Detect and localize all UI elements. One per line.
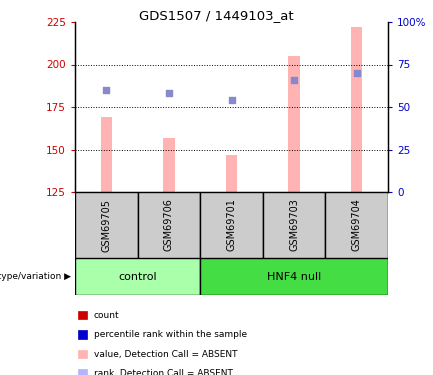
Bar xyxy=(326,192,388,258)
Text: GDS1507 / 1449103_at: GDS1507 / 1449103_at xyxy=(139,9,294,22)
Bar xyxy=(351,27,362,192)
Bar xyxy=(163,138,174,192)
Text: rank, Detection Call = ABSENT: rank, Detection Call = ABSENT xyxy=(94,369,233,375)
Bar xyxy=(75,192,138,258)
Point xyxy=(228,97,235,103)
Point xyxy=(353,70,360,76)
Bar xyxy=(100,117,112,192)
Text: value, Detection Call = ABSENT: value, Detection Call = ABSENT xyxy=(94,350,237,358)
Text: GSM69703: GSM69703 xyxy=(289,199,299,251)
Text: GSM69705: GSM69705 xyxy=(101,198,111,252)
Point xyxy=(165,90,172,96)
Bar xyxy=(75,258,200,295)
Text: genotype/variation ▶: genotype/variation ▶ xyxy=(0,272,71,281)
Text: percentile rank within the sample: percentile rank within the sample xyxy=(94,330,247,339)
Text: count: count xyxy=(94,310,120,320)
Text: GSM69704: GSM69704 xyxy=(352,199,362,251)
Bar xyxy=(200,192,263,258)
Bar xyxy=(200,258,388,295)
Bar xyxy=(138,192,200,258)
Text: GSM69706: GSM69706 xyxy=(164,199,174,251)
Bar xyxy=(288,56,300,192)
Text: GSM69701: GSM69701 xyxy=(226,199,236,251)
Bar xyxy=(263,192,326,258)
Text: HNF4 null: HNF4 null xyxy=(267,272,321,282)
Point xyxy=(291,77,297,83)
Bar xyxy=(226,154,237,192)
Point xyxy=(103,87,110,93)
Text: control: control xyxy=(118,272,157,282)
